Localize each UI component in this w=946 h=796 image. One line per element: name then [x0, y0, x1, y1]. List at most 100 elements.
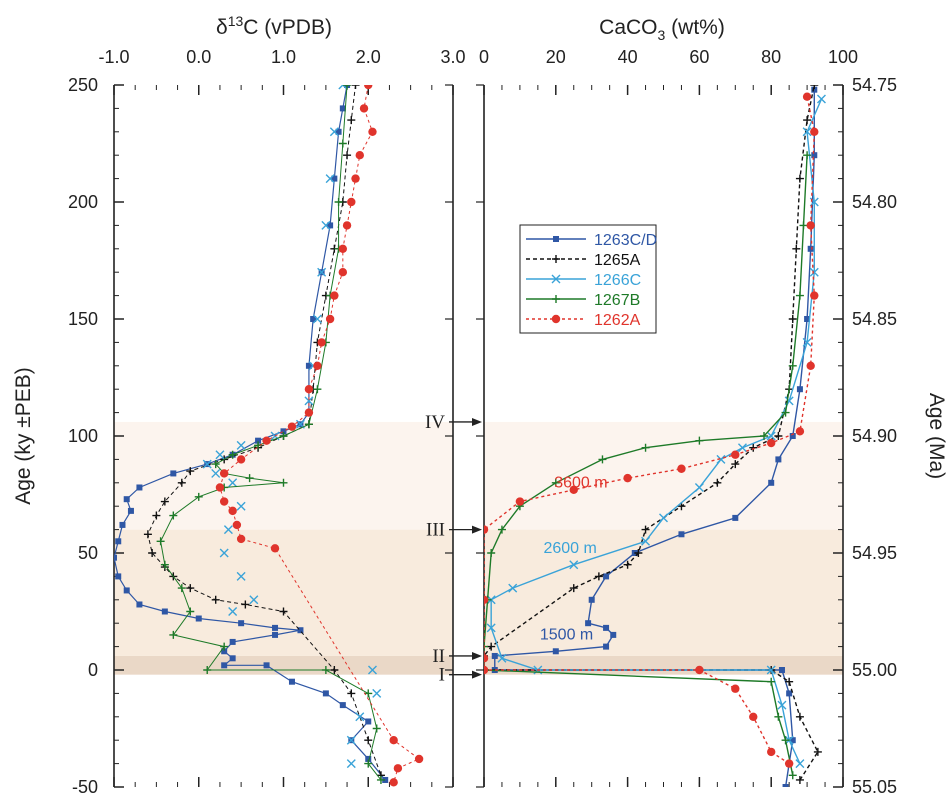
data-point [211, 460, 220, 469]
data-point [598, 455, 607, 464]
data-point [228, 450, 237, 459]
data-point [594, 572, 603, 581]
series-line [484, 85, 819, 781]
data-point [603, 624, 610, 631]
data-point [186, 584, 195, 593]
legend: 1263C/D 1265A 1266C 1267B 1262A [519, 224, 657, 334]
data-point [634, 549, 643, 557]
left-y-tick-label: 250 [68, 75, 98, 95]
left-x-tick-label: 2.0 [356, 47, 381, 67]
depth-labels: 3600 m 2600 m 1500 m [540, 474, 608, 643]
data-point [321, 220, 331, 230]
series-line [219, 85, 421, 783]
right-x-tick-label: 80 [761, 47, 781, 67]
data-point [351, 174, 360, 183]
data-point [788, 771, 797, 780]
data-point [767, 438, 776, 448]
data-point [287, 422, 297, 431]
data-point [768, 479, 775, 486]
data-point [716, 454, 726, 464]
legend-label: 1266C [594, 272, 641, 289]
data-point [569, 485, 578, 495]
data-point [161, 608, 168, 615]
data-point [186, 467, 195, 476]
data-point [313, 361, 322, 370]
left-x-tick-label: -1.0 [98, 47, 129, 67]
data-point [767, 677, 776, 686]
data-point [330, 291, 339, 300]
data-point [245, 474, 254, 483]
data-point [331, 175, 338, 182]
data-point [789, 433, 796, 439]
right-y-tick-label: 55.05 [852, 777, 897, 796]
data-point [694, 482, 704, 492]
data-point [220, 642, 229, 651]
data-point [219, 548, 229, 558]
data-point [330, 666, 339, 674]
data-point [767, 747, 776, 757]
data-point [367, 665, 377, 675]
data-point [588, 596, 595, 603]
legend-marker [552, 295, 560, 303]
data-point [262, 436, 271, 445]
data-point [228, 506, 237, 516]
data-point [789, 737, 796, 744]
data-point [803, 116, 812, 125]
data-point [221, 662, 228, 669]
data-point [807, 245, 814, 252]
data-point [236, 501, 246, 511]
data-point [376, 775, 385, 784]
data-point [211, 468, 221, 478]
data-point [802, 92, 812, 101]
data-point [249, 595, 259, 605]
data-point [802, 127, 812, 137]
data-point [731, 460, 740, 469]
data-point [335, 128, 342, 135]
data-point [195, 615, 202, 622]
data-point [322, 690, 329, 697]
data-point [393, 764, 403, 773]
annotation-IV: IV [425, 412, 445, 433]
legend-label: 1265A [594, 252, 641, 269]
data-point [484, 654, 489, 663]
data-point [731, 450, 740, 459]
right-y-axis-title: Age (Ma) [925, 393, 946, 479]
data-point [338, 244, 348, 253]
data-point [223, 525, 233, 535]
data-point [346, 735, 356, 745]
data-point [334, 198, 343, 206]
data-point [713, 478, 722, 487]
data-point [603, 573, 610, 580]
right-x-tick-label: 100 [828, 47, 858, 67]
data-point [786, 690, 793, 697]
depth-label: 1500 m [540, 627, 593, 644]
legend-marker [553, 236, 559, 242]
data-point [351, 85, 360, 89]
data-point [310, 316, 317, 322]
series-1262A [215, 85, 424, 787]
data-point [796, 386, 803, 393]
left-y-tick-label: 100 [68, 426, 98, 446]
data-point [114, 554, 117, 561]
data-point [810, 85, 819, 89]
data-point [641, 536, 651, 546]
series-1262A [484, 92, 819, 768]
data-point [774, 432, 783, 440]
data-point [731, 684, 740, 693]
data-point [799, 221, 808, 230]
data-point [811, 86, 818, 93]
right-y-tick-label: 54.95 [852, 543, 897, 563]
data-point [305, 362, 312, 369]
data-point [236, 455, 246, 464]
annotation-arrowhead [472, 670, 482, 679]
data-point [802, 337, 812, 347]
data-point [623, 560, 632, 569]
data-point [203, 666, 212, 674]
series-line [114, 85, 386, 781]
left-y-tick-label: 150 [68, 309, 98, 329]
data-point [321, 666, 330, 674]
data-point [338, 268, 348, 277]
left-y-tick-label: -50 [72, 777, 98, 796]
left-x-tick-label: 3.0 [440, 47, 465, 67]
